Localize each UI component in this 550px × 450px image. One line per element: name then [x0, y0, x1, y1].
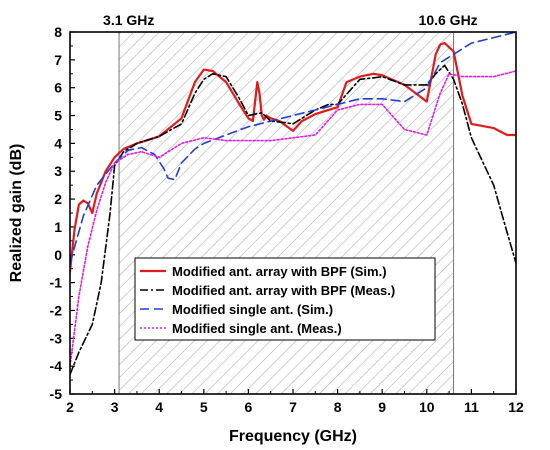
series-array-sim: [70, 41, 516, 273]
legend-label-single-meas: Modified single ant. (Meas.): [172, 321, 342, 336]
y-tick-label: 2: [54, 191, 62, 207]
y-tick-label: 6: [54, 80, 62, 96]
band-start-label: 3.1 GHz: [103, 12, 154, 28]
y-tick-label: -5: [50, 386, 63, 402]
legend-label-array-meas: Modified ant. array with BPF (Meas.): [172, 283, 395, 298]
y-tick-label: -1: [50, 275, 63, 291]
y-tick-label: 5: [54, 108, 62, 124]
legend-label-array-sim: Modified ant. array with BPF (Sim.): [172, 264, 387, 279]
x-tick-label: 6: [245, 399, 253, 415]
x-tick-label: 10: [419, 399, 435, 415]
y-tick-label: 1: [54, 219, 62, 235]
y-axis-ticks: -5 -4 -3 -2 -1 0 1 2 3 4 5 6 7 8: [50, 24, 75, 402]
x-tick-label: 7: [289, 399, 297, 415]
plot-frame: [69, 31, 517, 395]
y-tick-label: 3: [54, 163, 62, 179]
x-tick-label: 4: [155, 399, 163, 415]
y-tick-label: 7: [54, 52, 62, 68]
legend-label-single-sim: Modified single ant. (Sim.): [172, 302, 333, 317]
x-axis-ticks: 2 3 4 5 6 7 8 9 10 11 12: [66, 389, 524, 415]
y-tick-label: 4: [54, 135, 62, 151]
x-tick-label: 12: [508, 399, 524, 415]
x-tick-label: 11: [464, 399, 479, 415]
y-tick-label: 8: [54, 24, 62, 40]
x-tick-label: 8: [334, 399, 342, 415]
series-array-meas: [70, 64, 516, 376]
y-tick-label: 0: [54, 247, 62, 263]
series-layer: [70, 32, 516, 376]
y-tick-label: -2: [50, 302, 63, 318]
x-tick-label: 2: [66, 399, 74, 415]
series-single-meas: [70, 70, 516, 368]
legend: Modified ant. array with BPF (Sim.) Modi…: [134, 257, 436, 341]
y-tick-label: -3: [50, 330, 63, 346]
x-tick-label: 3: [111, 399, 119, 415]
x-axis-title: Frequency (GHz): [229, 428, 357, 445]
x-tick-label: 5: [200, 399, 208, 415]
y-axis-title: Realized gain (dB): [8, 144, 25, 283]
band-end-label: 10.6 GHz: [419, 12, 478, 28]
legend-box: [134, 257, 436, 341]
y-tick-label: -4: [50, 358, 63, 374]
x-tick-label: 9: [378, 399, 386, 415]
